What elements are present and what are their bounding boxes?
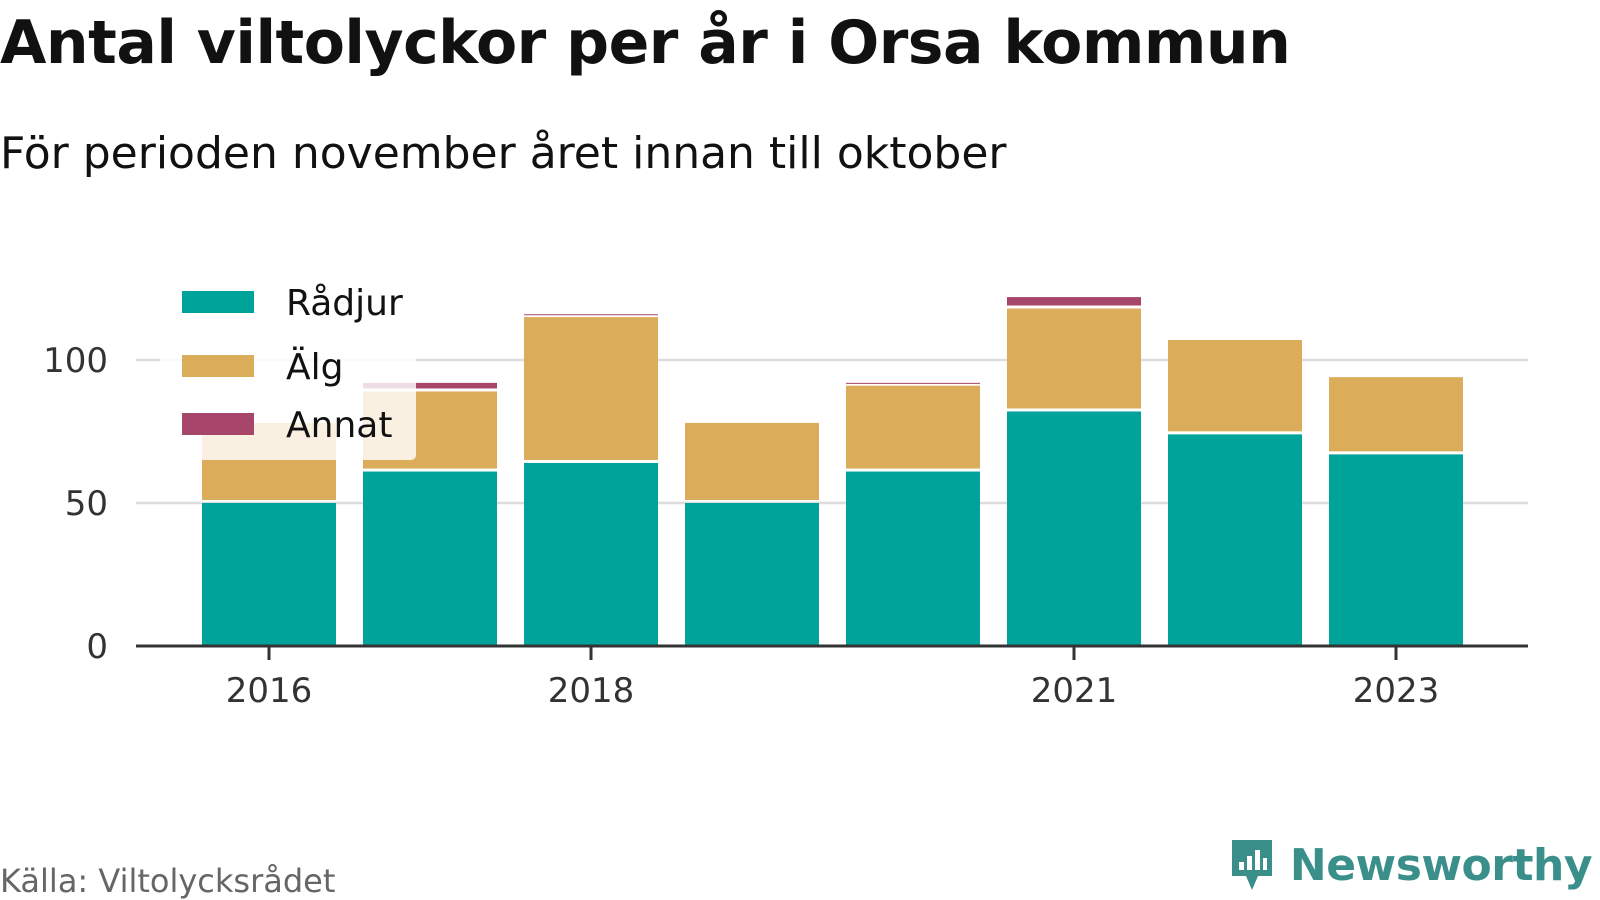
legend-label-Älg: Älg (286, 346, 343, 388)
legend-label-Annat: Annat (286, 405, 392, 446)
brand-logo: Newsworthy (1228, 839, 1593, 891)
bar-2023-Älg (1329, 377, 1463, 452)
bar-2018-Rådjur (524, 462, 658, 646)
newsworthy-logo-icon (1231, 840, 1272, 890)
chart-subtitle: För perioden november året innan till ok… (0, 128, 1007, 179)
bar-2020-Älg (846, 385, 980, 469)
bar-2020-Annat (846, 382, 980, 384)
legend-swatch-Annat (182, 413, 254, 435)
brand-name: Newsworthy (1289, 839, 1593, 891)
bar-2018-Älg (524, 317, 658, 460)
legend: Rådjur Älg Annat (160, 272, 416, 460)
bar-2022-Älg (1168, 339, 1302, 432)
bar-2016-Rådjur (202, 503, 336, 646)
x-tick-label-2023: 2023 (1353, 671, 1440, 711)
bar-2023-Rådjur (1329, 454, 1463, 646)
bar-2022-Rådjur (1168, 434, 1302, 646)
bar-2019-Älg (685, 422, 819, 500)
y-tick-label-50: 50 (65, 484, 108, 524)
bar-2017-Annat (363, 382, 497, 389)
bar-2021-Annat (1007, 297, 1141, 306)
y-tick-label-100: 100 (43, 341, 108, 381)
bar-2020-Rådjur (846, 471, 980, 646)
x-tick-label-2021: 2021 (1031, 671, 1118, 711)
x-tick-label-2016: 2016 (226, 671, 313, 711)
legend-label-Rådjur: Rådjur (286, 283, 403, 324)
source-note: Källa: Viltolycksrådet (0, 862, 336, 900)
axes: 0 50 100 2016 2018 2021 2023 (43, 341, 1528, 711)
bar-2019-Rådjur (685, 503, 819, 646)
chart-title: Antal viltolyckor per år i Orsa kommun (0, 8, 1291, 78)
y-tick-label-0: 0 (86, 627, 108, 667)
legend-swatch-Älg (182, 355, 254, 377)
bar-2021-Rådjur (1007, 411, 1141, 646)
legend-swatch-Rådjur (182, 291, 254, 313)
bar-2021-Älg (1007, 308, 1141, 409)
x-tick-label-2018: 2018 (548, 671, 635, 711)
bar-2017-Rådjur (363, 471, 497, 646)
bar-2018-Annat (524, 314, 658, 316)
